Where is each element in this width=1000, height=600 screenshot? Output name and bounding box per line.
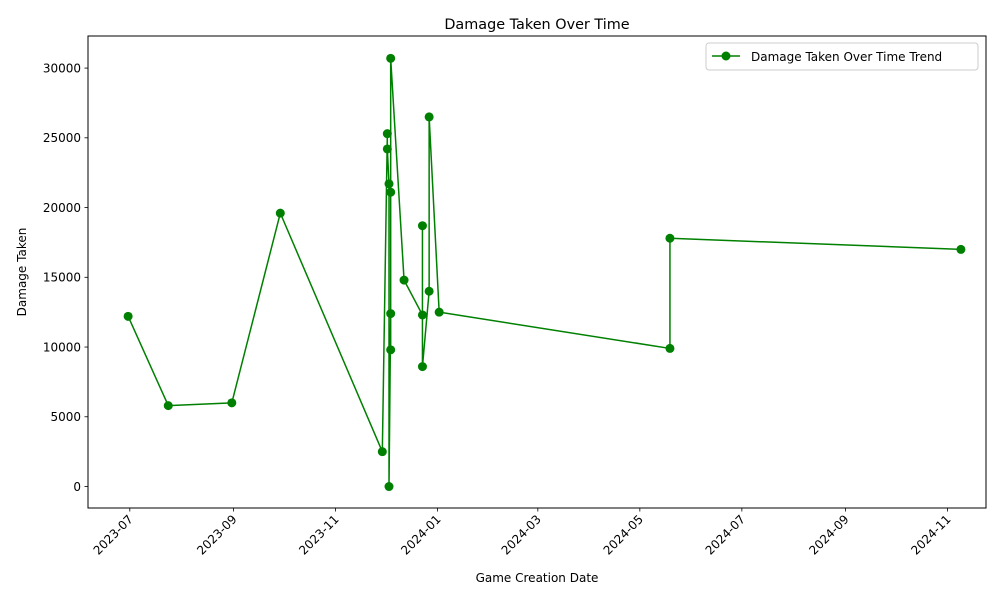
data-point [386,53,396,63]
data-point [384,482,394,492]
plot-area [88,36,986,508]
plot-frame [87,35,987,509]
data-point [384,179,394,189]
data-point [399,275,409,285]
data-point [382,129,392,139]
data-point [123,311,133,321]
chart-title: Damage Taken Over Time [444,17,629,33]
data-point [417,310,427,320]
data-point [424,112,434,122]
data-point [275,208,285,218]
data-point [665,233,675,243]
legend-box [705,42,979,71]
y-tick-label: 30000 [43,61,81,75]
data-point [956,244,966,254]
data-point [382,144,392,154]
y-axis-title: Damage Taken [15,228,29,317]
data-point [417,221,427,231]
data-point [665,343,675,353]
legend: Damage Taken Over Time Trend [705,42,979,71]
data-point [386,187,396,197]
y-tick-label: 25000 [43,131,81,145]
data-point [434,307,444,317]
y-tick-label: 0 [73,480,81,494]
x-axis-title: Game Creation Date [476,571,599,585]
data-point [424,286,434,296]
data-point [417,362,427,372]
y-tick-label: 10000 [43,340,81,354]
data-point [227,398,237,408]
y-tick-label: 15000 [43,271,81,285]
y-axis-ticks: 0 5000 10000 15000 20000 25000 30000 [43,61,88,494]
series-layer [123,53,966,492]
y-tick-label: 20000 [43,201,81,215]
data-point [163,401,173,411]
data-point [386,345,396,355]
y-tick-label: 5000 [50,410,81,424]
data-point [377,447,387,457]
data-point [386,309,396,319]
legend-marker-swatch [721,51,731,61]
legend-label: Damage Taken Over Time Trend [751,50,942,64]
